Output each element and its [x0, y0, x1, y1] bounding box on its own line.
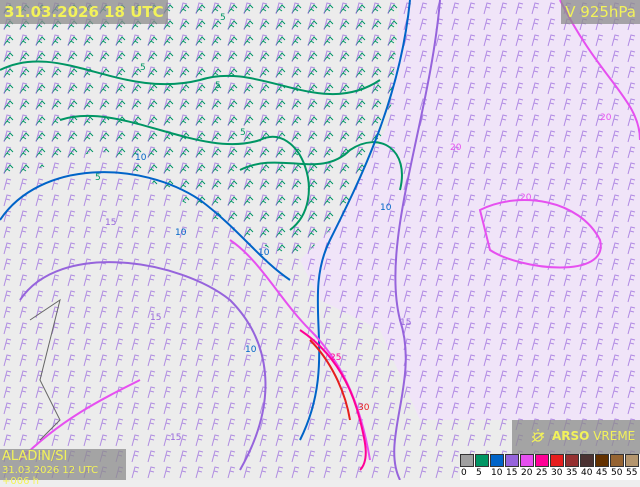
legend-swatch: [565, 454, 579, 467]
contour-15: [393, 0, 441, 480]
coastline: [29, 298, 61, 441]
contour-label: 15: [105, 218, 116, 228]
contour-label: 5: [215, 81, 221, 91]
contour-label: 20: [600, 113, 612, 123]
legend-label: 50: [611, 468, 623, 478]
contour-label: 10: [245, 345, 257, 355]
contour-label: 15: [400, 318, 411, 328]
brand-logo: ARSO VREME: [512, 420, 640, 454]
contour-30: [309, 339, 351, 421]
contour-label: 30: [358, 403, 370, 413]
legend-swatch: [475, 454, 489, 467]
legend-swatch: [550, 454, 564, 467]
legend-label: 40: [581, 468, 593, 478]
legend-label: 25: [536, 468, 548, 478]
contour-5: [0, 60, 381, 96]
contour-label: 5: [140, 63, 146, 73]
contour-label: 5: [95, 173, 101, 183]
legend-swatch: [610, 454, 624, 467]
contour-label: 15: [170, 433, 181, 443]
contour-label: 20: [520, 193, 532, 203]
legend-label: 0: [461, 468, 467, 478]
contour-label: 5: [240, 128, 246, 138]
legend-swatch: [625, 454, 639, 467]
contour-label: 10: [175, 228, 187, 238]
valid-time-label: 31.03.2026 18 UTC: [0, 0, 168, 24]
legend-swatch: [580, 454, 594, 467]
legend-swatch: [595, 454, 609, 467]
contour-15: [19, 261, 267, 471]
model-name: ALADIN/SI: [2, 449, 68, 464]
model-info: ALADIN/SI 31.03.2026 12 UTC +006 h: [0, 449, 126, 487]
legend-label: 10: [491, 468, 503, 478]
contour-label: 10: [258, 248, 270, 258]
contour-label: 10: [380, 203, 392, 213]
contour-label: 10: [135, 153, 147, 163]
legend-label: 30: [551, 468, 563, 478]
contour-20: [478, 199, 602, 269]
contour-5: [59, 114, 310, 231]
legend-label: 55: [626, 468, 638, 478]
legend-label: 15: [506, 468, 518, 478]
brand-light: VREME: [589, 429, 636, 443]
brand-text: ARSO VREME: [552, 429, 635, 443]
field-label: V 925hPa: [561, 0, 640, 24]
contour-25: [299, 329, 367, 471]
legend-swatch: [505, 454, 519, 467]
contour-10: [0, 171, 291, 281]
contour-20: [559, 0, 640, 141]
sun-icon: [531, 429, 545, 443]
legend-label: 45: [596, 468, 608, 478]
contour-label: 25: [330, 353, 341, 363]
color-legend: 0 5 10 15 20 25 30 35 40 45 50 55: [460, 454, 640, 480]
legend-swatch: [460, 454, 474, 467]
contour-label: 20: [450, 143, 462, 153]
contour-label: 5: [220, 13, 226, 23]
contour-20: [19, 379, 141, 461]
legend-label: 20: [521, 468, 533, 478]
contour-5: [239, 141, 403, 191]
contour-label: 15: [150, 313, 161, 323]
legend-label: 5: [476, 468, 482, 478]
legend-swatch: [520, 454, 534, 467]
model-run: 31.03.2026 12 UTC +006 h: [2, 465, 99, 487]
legend-label: 35: [566, 468, 578, 478]
contour-10: [299, 0, 411, 441]
legend-swatch: [490, 454, 504, 467]
legend-swatch: [535, 454, 549, 467]
brand-bold: ARSO: [552, 429, 590, 443]
